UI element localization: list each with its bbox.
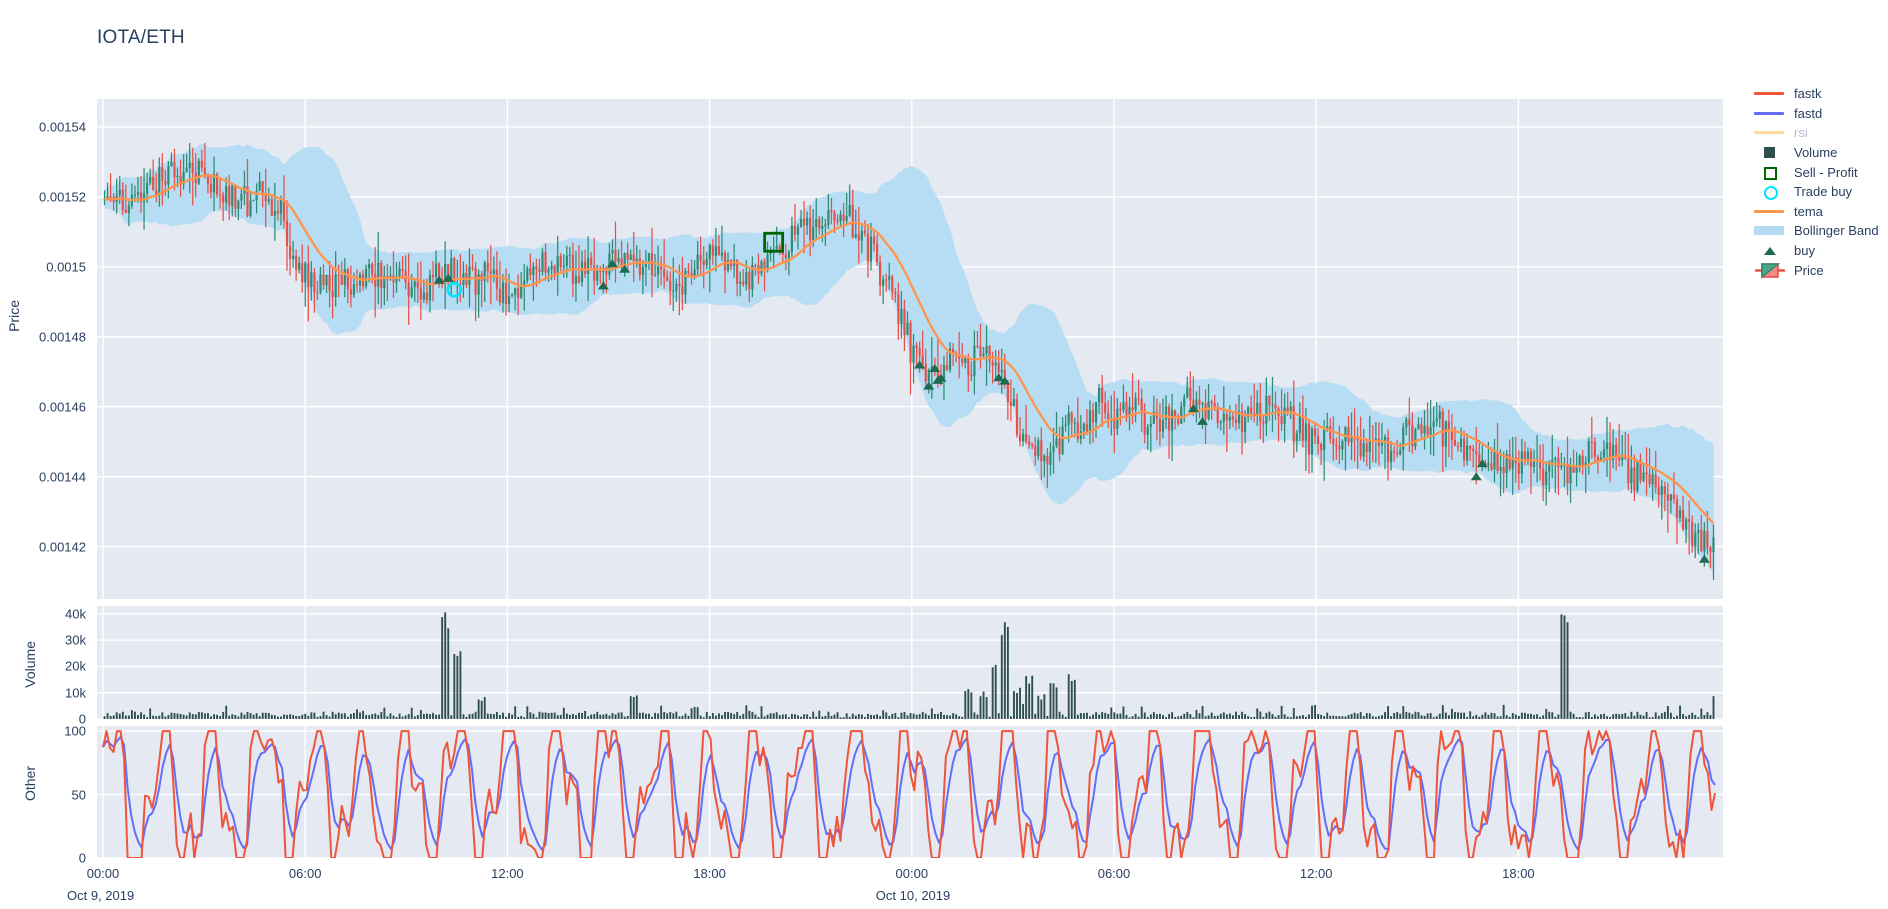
volume-series (103, 612, 1715, 719)
buy-marker (606, 259, 618, 268)
y-tick-label: 100 (64, 723, 86, 739)
buy-marker (1698, 554, 1710, 563)
y-tick-label: 0 (78, 850, 86, 866)
y-tick-label: 40k (65, 606, 86, 622)
legend-item-sell-profit[interactable]: Sell - Profit (1752, 162, 1888, 182)
x-tick-label: 06:00 (1097, 866, 1131, 881)
buy-marker (929, 364, 941, 373)
buy-marker (914, 360, 926, 369)
legend-item-label: Sell - Profit (1794, 164, 1858, 180)
buy-marker (935, 373, 947, 382)
buy-marker (1187, 404, 1199, 413)
open-square-icon (1752, 163, 1786, 182)
y-tick-label: 20k (65, 658, 86, 674)
y-tick-label: 30k (65, 632, 86, 648)
page-title: IOTA/ETH (97, 27, 185, 48)
buy-marker (993, 373, 1005, 382)
legend-item-fastd[interactable]: fastd (1752, 104, 1888, 124)
legend-item-label: Price (1794, 262, 1824, 278)
y-tick-label: 0 (78, 711, 86, 727)
buy-marker (1476, 459, 1488, 468)
legend-item-rsi[interactable]: rsi (1752, 123, 1888, 143)
volume-panel (97, 606, 1723, 719)
y-tick-label: 0.00152 (39, 189, 86, 205)
filled-square-icon (1752, 143, 1786, 162)
line-icon (1752, 84, 1786, 103)
buy-marker (1197, 416, 1209, 425)
other-panel (97, 726, 1723, 858)
legend-item-label: tema (1794, 203, 1823, 219)
x-tick-label: 12:00 (491, 866, 524, 881)
y-tick-label: 0.00148 (39, 329, 86, 345)
x-tick-label: 18:00 (1502, 866, 1535, 881)
legend-item-label: Volume (1794, 145, 1838, 161)
x-tick-label: 12:00 (1299, 866, 1333, 881)
legend-item-fastk[interactable]: fastk (1752, 84, 1888, 104)
legend-item-label: fastk (1794, 86, 1822, 102)
x-axis-date-label: Oct 10, 2019 (875, 888, 951, 903)
x-tick-label: 00:00 (86, 866, 120, 881)
legend-item-label: Bollinger Band (1794, 223, 1879, 239)
other-plot (97, 726, 1723, 858)
legend-item-volume[interactable]: Volume (1752, 143, 1888, 163)
buy-marker (619, 264, 631, 273)
x-tick-label: 06:00 (288, 866, 322, 881)
legend[interactable]: fastk fastd rsi Volume Sell - Profit Trade bu… (1752, 84, 1888, 280)
x-axis-date-label: Oct 9, 2019 (67, 888, 135, 903)
buy-marker (597, 281, 609, 290)
sell-profit-marker (763, 231, 785, 253)
legend-item-trade-buy[interactable]: Trade buy (1752, 182, 1888, 202)
line-icon (1752, 123, 1786, 142)
x-tick-label: 18:00 (693, 866, 726, 881)
y-tick-label: 0.00144 (39, 469, 86, 485)
legend-item-label: rsi (1794, 125, 1808, 141)
fastk-line (102, 730, 1716, 858)
buy-marker (999, 376, 1011, 385)
band-swatch-icon (1752, 221, 1786, 240)
y-tick-label: 0.00154 (39, 119, 86, 135)
legend-item-buy[interactable]: buy (1752, 241, 1888, 261)
legend-item-label: fastd (1794, 105, 1823, 121)
legend-item-bollinger-band[interactable]: Bollinger Band (1752, 221, 1888, 241)
y-tick-label: 50 (71, 787, 86, 803)
buy-marker (923, 381, 935, 390)
triangle-up-icon (1752, 241, 1786, 260)
y-tick-label: 0.00142 (39, 539, 86, 555)
tema-line (104, 174, 1715, 524)
volume-plot (97, 606, 1723, 719)
legend-item-price[interactable]: Price (1752, 260, 1888, 280)
candlestick-icon (1752, 261, 1786, 280)
y-axis-title-price: Price (6, 300, 22, 332)
candlestick-series (103, 142, 1715, 580)
y-tick-label: 0.0015 (46, 259, 86, 275)
legend-item-label: buy (1794, 243, 1815, 259)
trade-buy-marker (446, 281, 463, 298)
x-tick-label: 00:00 (895, 866, 929, 881)
legend-item-tema[interactable]: tema (1752, 202, 1888, 222)
buy-marker (1470, 472, 1482, 481)
y-tick-label: 0.00146 (39, 399, 86, 415)
y-tick-label: 10k (65, 685, 86, 701)
line-icon (1752, 202, 1786, 221)
price-panel (97, 99, 1723, 599)
legend-item-label: Trade buy (1794, 184, 1853, 200)
price-plot (97, 99, 1723, 599)
buy-marker (442, 273, 454, 282)
open-circle-icon (1752, 182, 1786, 201)
line-icon (1752, 104, 1786, 123)
buy-marker (433, 275, 445, 284)
bollinger-band (104, 143, 1714, 572)
